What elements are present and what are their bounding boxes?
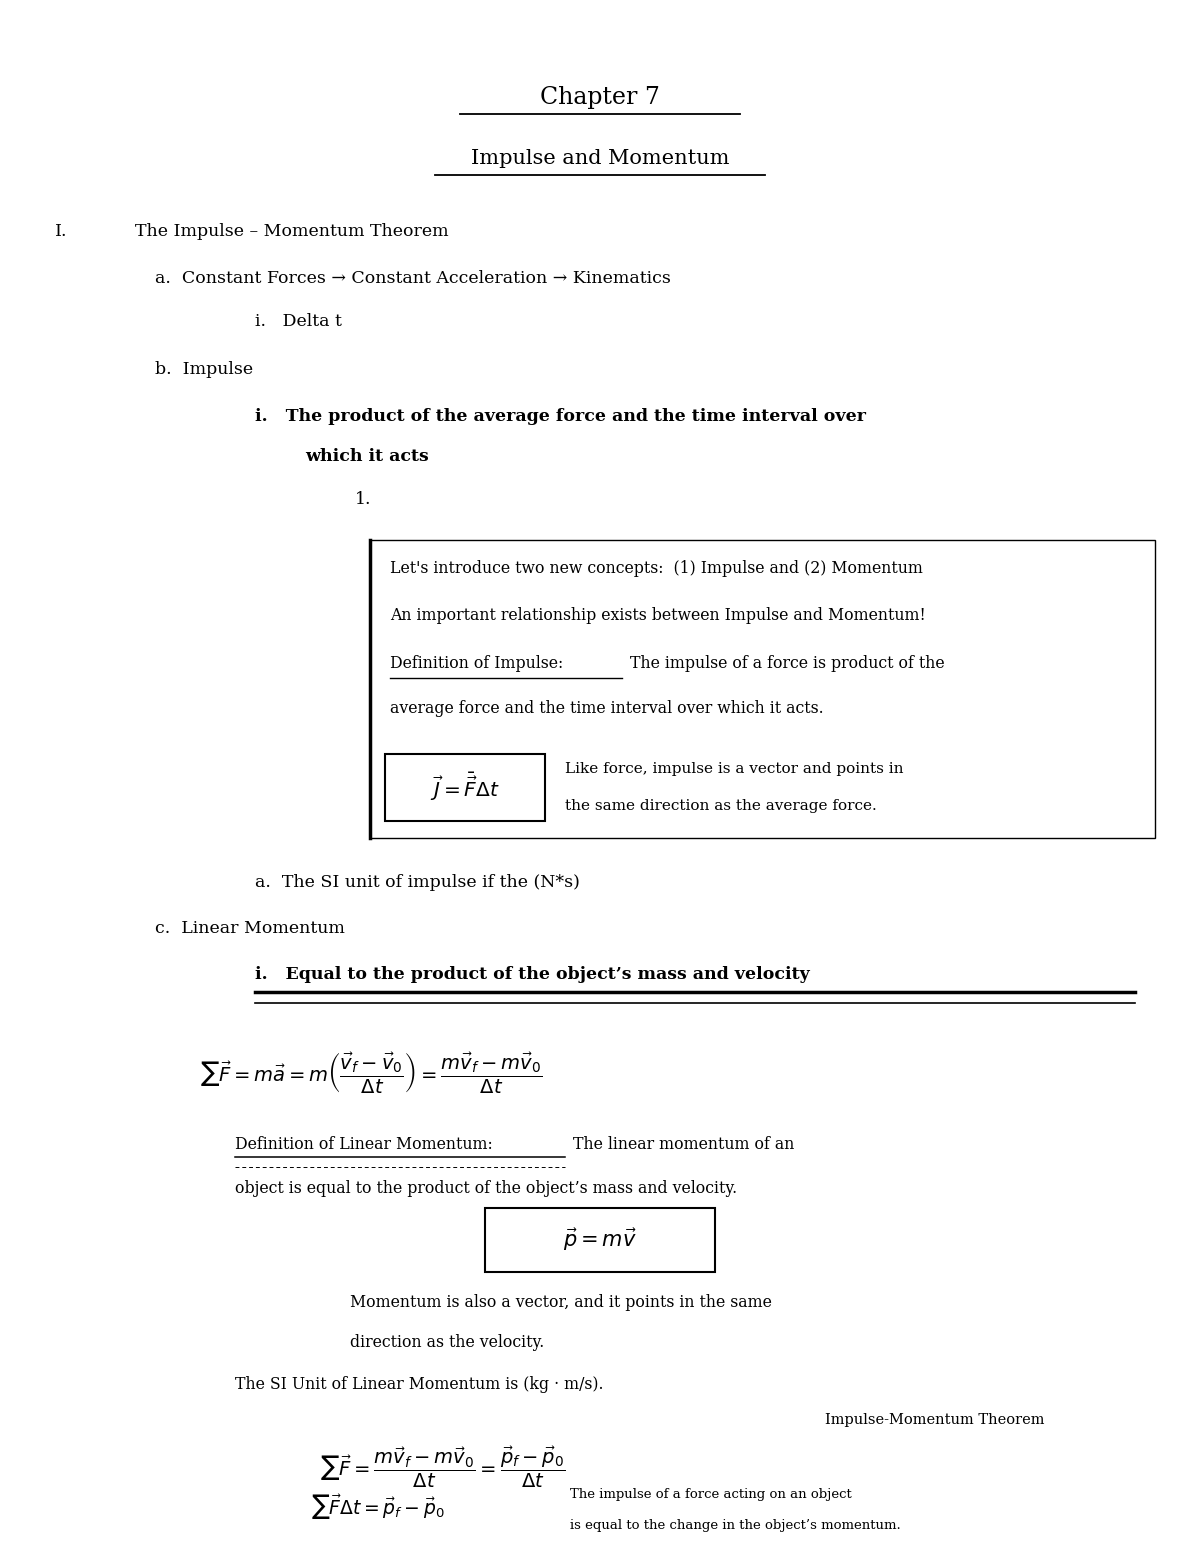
Text: Momentum is also a vector, and it points in the same: Momentum is also a vector, and it points…	[350, 1295, 772, 1311]
Text: The linear momentum of an: The linear momentum of an	[568, 1137, 794, 1154]
Text: direction as the velocity.: direction as the velocity.	[350, 1334, 545, 1351]
Bar	[200, 1474, 554, 1542]
Text: The impulse of a force is product of the: The impulse of a force is product of the	[625, 655, 944, 672]
Text: i.   Delta t: i. Delta t	[254, 312, 342, 329]
Text: i.   Equal to the product of the object’s mass and velocity: i. Equal to the product of the object’s …	[254, 966, 810, 983]
Text: 1.: 1.	[355, 491, 372, 508]
Text: Impulse-Momentum Theorem: Impulse-Momentum Theorem	[826, 1413, 1044, 1427]
Text: $\sum\vec{F}\Delta t = \vec{p}_f - \vec{p}_0$: $\sum\vec{F}\Delta t = \vec{p}_f - \vec{…	[311, 1494, 444, 1522]
Text: $\sum\vec{F} = m\vec{a} = m\left(\dfrac{\vec{v}_f - \vec{v}_0}{\Delta t}\right) : $\sum\vec{F} = m\vec{a} = m\left(\dfrac{…	[200, 1050, 542, 1095]
Text: $\sum\vec{F} = \dfrac{m\vec{v}_f - m\vec{v}_0}{\Delta t} = \dfrac{\vec{p}_f - \v: $\sum\vec{F} = \dfrac{m\vec{v}_f - m\vec…	[320, 1444, 565, 1491]
Text: c.  Linear Momentum: c. Linear Momentum	[155, 921, 344, 938]
Text: The Impulse – Momentum Theorem: The Impulse – Momentum Theorem	[134, 224, 449, 241]
Text: The SI Unit of Linear Momentum is (kg · m/s).: The SI Unit of Linear Momentum is (kg · …	[235, 1376, 604, 1393]
Text: the same direction as the average force.: the same direction as the average force.	[565, 800, 877, 814]
Text: b.  Impulse: b. Impulse	[155, 362, 253, 379]
Text: Impulse and Momentum: Impulse and Momentum	[470, 149, 730, 168]
Text: Definition of Linear Momentum:: Definition of Linear Momentum:	[235, 1137, 493, 1154]
Text: I.: I.	[55, 224, 67, 241]
Text: a.  The SI unit of impulse if the (N*s): a. The SI unit of impulse if the (N*s)	[254, 874, 580, 891]
Bar	[485, 1208, 715, 1272]
Text: $\vec{p} = m\vec{v}$: $\vec{p} = m\vec{v}$	[563, 1227, 637, 1253]
Text: a.  Constant Forces → Constant Acceleration → Kinematics: a. Constant Forces → Constant Accelerati…	[155, 270, 671, 287]
Text: which it acts: which it acts	[305, 447, 428, 464]
Text: Let's introduce two new concepts:  (1) Impulse and (2) Momentum: Let's introduce two new concepts: (1) Im…	[390, 561, 923, 578]
Bar	[385, 753, 545, 822]
Text: average force and the time interval over which it acts.: average force and the time interval over…	[390, 700, 823, 717]
Text: object is equal to the product of the object’s mass and velocity.: object is equal to the product of the ob…	[235, 1180, 737, 1196]
Text: $\vec{J} = \bar{\vec{F}}\Delta t$: $\vec{J} = \bar{\vec{F}}\Delta t$	[430, 770, 500, 803]
Text: The impulse of a force acting on an object: The impulse of a force acting on an obje…	[570, 1488, 852, 1502]
Text: An important relationship exists between Impulse and Momentum!: An important relationship exists between…	[390, 607, 925, 624]
Text: i.   The product of the average force and the time interval over: i. The product of the average force and …	[254, 408, 866, 426]
Text: Chapter 7: Chapter 7	[540, 87, 660, 109]
Text: Definition of Impulse:: Definition of Impulse:	[390, 655, 563, 672]
Bar	[370, 540, 1154, 839]
Text: is equal to the change in the object’s momentum.: is equal to the change in the object’s m…	[570, 1519, 901, 1533]
Text: Like force, impulse is a vector and points in: Like force, impulse is a vector and poin…	[565, 763, 904, 776]
